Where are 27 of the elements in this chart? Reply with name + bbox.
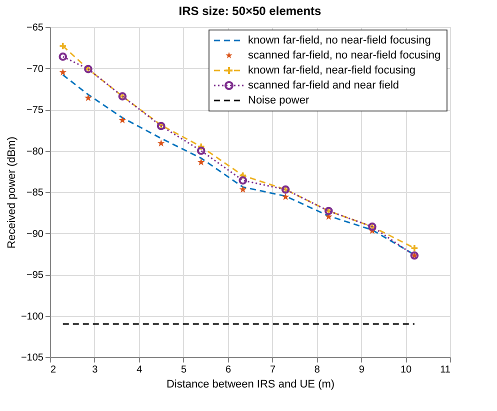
legend-label: scanned far-field and near field <box>248 80 400 92</box>
y-tick-label: −95 <box>26 270 44 281</box>
x-tick-label: 3 <box>92 364 98 376</box>
y-tick-label: −70 <box>26 64 44 75</box>
legend-label: scanned far-field, no near-field focusing <box>248 50 441 62</box>
legend-label: Noise power <box>248 94 310 106</box>
legend-label: known far-field, near-field focusing <box>248 64 416 76</box>
legend-label: known far-field, no near-field focusing <box>248 34 431 46</box>
y-tick-label: −90 <box>26 228 44 240</box>
y-tick-label: −80 <box>26 146 44 158</box>
y-tick-label: −105 <box>20 352 44 364</box>
y-axis-title: Received power (dBm) <box>6 136 18 248</box>
x-tick-label: 10 <box>400 364 412 376</box>
y-tick-label: −75 <box>26 105 44 116</box>
y-tick-label: −65 <box>26 22 44 34</box>
y-tick-label: −85 <box>26 188 44 198</box>
chart-title: IRS size: 50×50 elements <box>178 4 322 18</box>
x-tick-label: 11 <box>440 364 451 376</box>
x-tick-label: 2 <box>50 364 56 376</box>
x-tick-label: 5 <box>181 364 188 376</box>
y-tick-label: −100 <box>20 311 44 322</box>
x-tick-label: 9 <box>358 364 365 376</box>
x-tick-label: 8 <box>314 364 320 376</box>
x-tick-label: 4 <box>136 364 143 376</box>
x-axis-title: Distance between IRS and UE (m) <box>166 378 335 390</box>
x-tick-label: 7 <box>270 364 276 376</box>
x-tick-label: 6 <box>225 364 232 376</box>
